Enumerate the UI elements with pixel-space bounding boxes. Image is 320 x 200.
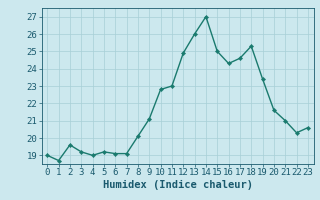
X-axis label: Humidex (Indice chaleur): Humidex (Indice chaleur) bbox=[103, 180, 252, 190]
